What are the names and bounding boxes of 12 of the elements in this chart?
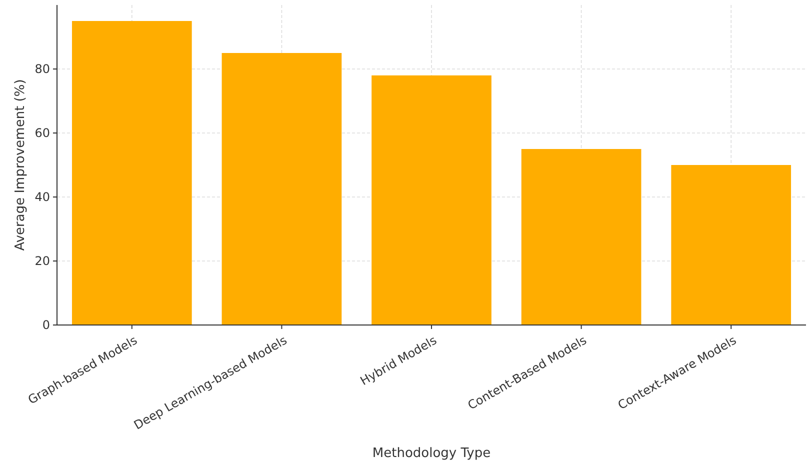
- y-tick-label: 40: [34, 190, 50, 204]
- y-tick-label: 20: [34, 254, 50, 268]
- y-tick-label: 80: [34, 62, 50, 76]
- y-axis-title: Average Improvement (%): [13, 79, 28, 251]
- bar: [372, 75, 492, 325]
- bar: [222, 53, 342, 325]
- x-axis-title: Methodology Type: [372, 446, 491, 461]
- y-tick-label: 60: [34, 126, 50, 140]
- bar: [671, 165, 792, 325]
- bar: [72, 21, 192, 325]
- bar: [521, 149, 642, 325]
- y-tick-label: 0: [42, 318, 50, 332]
